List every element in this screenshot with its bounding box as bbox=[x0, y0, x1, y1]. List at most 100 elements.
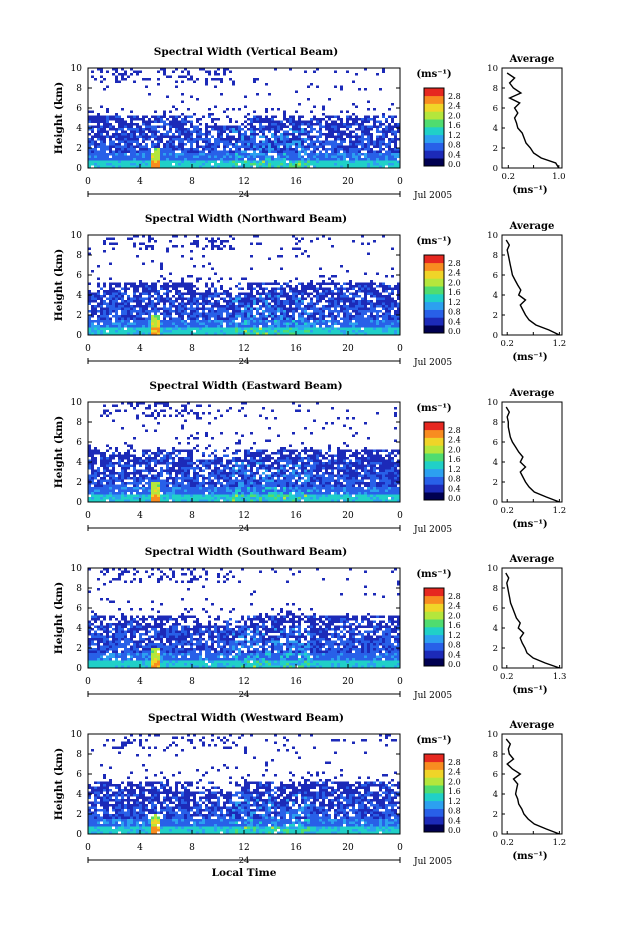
y-tick-label: 8 bbox=[76, 251, 82, 261]
heatmap-cell bbox=[88, 479, 91, 482]
heatmap-cell bbox=[142, 123, 145, 126]
heatmap-cell bbox=[244, 312, 247, 315]
heatmap-cell bbox=[151, 133, 154, 136]
heatmap-cell bbox=[292, 120, 295, 123]
heatmap-cell bbox=[130, 477, 133, 480]
heatmap-cell bbox=[148, 492, 151, 495]
heatmap-cell bbox=[154, 125, 157, 128]
heatmap-cell bbox=[121, 297, 124, 300]
heatmap-cell bbox=[373, 479, 376, 482]
heatmap-cell bbox=[124, 165, 127, 168]
heatmap-cell bbox=[289, 482, 292, 485]
heatmap-cell bbox=[181, 302, 184, 305]
heatmap-cell bbox=[373, 282, 376, 285]
heatmap-cell bbox=[271, 312, 274, 315]
heatmap-cell bbox=[121, 163, 124, 166]
heatmap-cell bbox=[364, 484, 367, 487]
heatmap-cell bbox=[340, 88, 343, 91]
heatmap-cell bbox=[220, 325, 223, 328]
heatmap-cell bbox=[166, 300, 169, 303]
heatmap-cell bbox=[106, 322, 109, 325]
heatmap-cell bbox=[325, 497, 328, 500]
heatmap-cell bbox=[382, 482, 385, 485]
heatmap-cell bbox=[154, 317, 157, 320]
heatmap-cell bbox=[91, 307, 94, 310]
heatmap-cell bbox=[277, 130, 280, 133]
heatmap-cell bbox=[349, 285, 352, 288]
heatmap-cell bbox=[103, 320, 106, 323]
heatmap-cell bbox=[382, 492, 385, 495]
heatmap-cell bbox=[295, 145, 298, 148]
heatmap-cell bbox=[259, 115, 262, 118]
heatmap-cell bbox=[115, 80, 118, 83]
heatmap-cell bbox=[193, 484, 196, 487]
heatmap-cell bbox=[133, 477, 136, 480]
colorbar-tick-label: 2.4 bbox=[448, 269, 461, 278]
heatmap-cell bbox=[184, 320, 187, 323]
heatmap-cell bbox=[271, 120, 274, 123]
heatmap-cell bbox=[280, 292, 283, 295]
heatmap-cell bbox=[385, 125, 388, 128]
heatmap-cell bbox=[256, 300, 259, 303]
heatmap-cell bbox=[343, 140, 346, 143]
heatmap-cell bbox=[232, 330, 235, 333]
heatmap-cell bbox=[199, 277, 202, 280]
heatmap-cell bbox=[208, 499, 211, 502]
heatmap-cell bbox=[244, 479, 247, 482]
heatmap-cell bbox=[160, 120, 163, 123]
heatmap-cell bbox=[262, 310, 265, 313]
heatmap-cell bbox=[397, 160, 400, 163]
heatmap-cell bbox=[121, 479, 124, 482]
heatmap-cell bbox=[370, 322, 373, 325]
heatmap-cell bbox=[307, 123, 310, 126]
heatmap-cell bbox=[133, 322, 136, 325]
heatmap-cell bbox=[391, 499, 394, 502]
heatmap-cell bbox=[271, 305, 274, 308]
heatmap-cell bbox=[196, 497, 199, 500]
heatmap-cell bbox=[100, 497, 103, 500]
heatmap-cell bbox=[361, 499, 364, 502]
heatmap-cell bbox=[268, 332, 271, 335]
heatmap-cell bbox=[352, 143, 355, 146]
heatmap-cell bbox=[217, 315, 220, 318]
heatmap-cell bbox=[148, 302, 151, 305]
heatmap-cell bbox=[103, 88, 106, 91]
heatmap-cell bbox=[100, 118, 103, 121]
heatmap-cell bbox=[280, 148, 283, 151]
heatmap-cell bbox=[106, 479, 109, 482]
heatmap-cell bbox=[361, 135, 364, 138]
heatmap-cell bbox=[91, 315, 94, 318]
heatmap-cell bbox=[316, 479, 319, 482]
heatmap-cell bbox=[103, 312, 106, 315]
heatmap-cell bbox=[97, 292, 100, 295]
heatmap-cell bbox=[346, 287, 349, 290]
heatmap-cell bbox=[217, 302, 220, 305]
heatmap-cell bbox=[349, 312, 352, 315]
heatmap-cell bbox=[133, 482, 136, 485]
heatmap-cell bbox=[199, 327, 202, 330]
heatmap-cell bbox=[154, 138, 157, 141]
heatmap-cell bbox=[124, 148, 127, 151]
heatmap-cell bbox=[373, 332, 376, 335]
heatmap-cell bbox=[379, 292, 382, 295]
heatmap-cell bbox=[352, 302, 355, 305]
heatmap-cell bbox=[352, 479, 355, 482]
heatmap-cell bbox=[133, 155, 136, 158]
heatmap-cell bbox=[331, 145, 334, 148]
heatmap-cell bbox=[295, 155, 298, 158]
heatmap-cell bbox=[169, 305, 172, 308]
heatmap-cell bbox=[379, 320, 382, 323]
heatmap-cell bbox=[388, 302, 391, 305]
heatmap-cell bbox=[133, 282, 136, 285]
heatmap-cell bbox=[166, 153, 169, 156]
heatmap-cell bbox=[253, 145, 256, 148]
heatmap-cell bbox=[187, 70, 190, 73]
heatmap-cell bbox=[283, 133, 286, 136]
heatmap-cell bbox=[226, 499, 229, 502]
heatmap-cell bbox=[298, 497, 301, 500]
heatmap-cell bbox=[310, 123, 313, 126]
heatmap-cell bbox=[364, 115, 367, 118]
heatmap-cell bbox=[277, 492, 280, 495]
heatmap-cell bbox=[385, 145, 388, 148]
heatmap-cell bbox=[361, 332, 364, 335]
